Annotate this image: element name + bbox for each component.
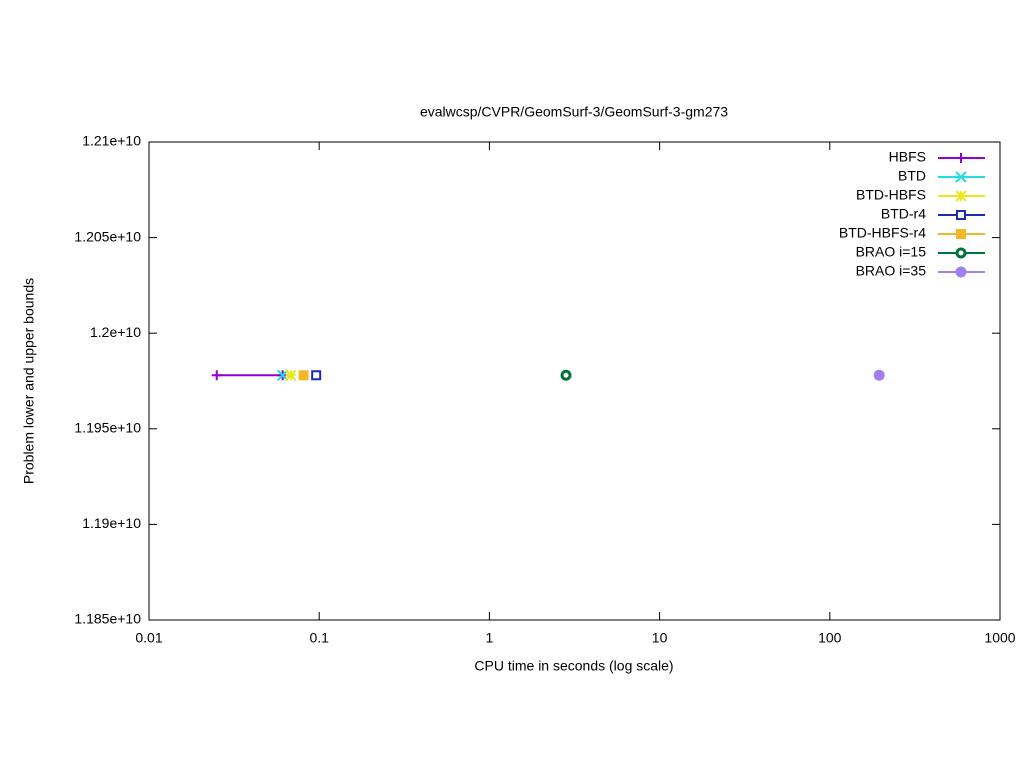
x-axis-label: CPU time in seconds (log scale) <box>474 658 673 674</box>
data-point <box>311 370 322 381</box>
x-tick-label: 0.01 <box>135 630 162 646</box>
x-tick-label: 1000 <box>984 630 1015 646</box>
legend-marker <box>956 210 966 220</box>
y-tick-label: 1.2e+10 <box>90 324 141 340</box>
plot-frame <box>148 141 1001 621</box>
chart-title: evalwcsp/CVPR/GeomSurf-3/GeomSurf-3-gm27… <box>420 104 728 120</box>
data-point <box>211 370 222 381</box>
legend-label: BRAO i=15 <box>856 244 927 260</box>
legend-label: HBFS <box>889 149 926 165</box>
data-point <box>873 369 885 381</box>
legend-marker <box>956 229 966 239</box>
legend-label: BTD <box>898 168 926 184</box>
x-tick-label: 100 <box>818 630 842 646</box>
x-tick-label: 1 <box>486 630 494 646</box>
y-tick-label: 1.195e+10 <box>74 420 141 436</box>
legend-marker <box>956 153 966 163</box>
y-tick-label: 1.185e+10 <box>74 611 141 627</box>
legend-label: BRAO i=35 <box>856 263 927 279</box>
legend-label: BTD-HBFS <box>856 187 926 203</box>
y-axis-label: Problem lower and upper bounds <box>21 278 37 484</box>
legend-marker <box>955 247 967 259</box>
legend-marker <box>955 266 967 278</box>
y-tick-label: 1.21e+10 <box>82 133 141 149</box>
x-tick-label: 0.1 <box>309 630 329 646</box>
data-point <box>560 369 572 381</box>
x-tick-label: 10 <box>652 630 668 646</box>
data-point <box>284 369 297 381</box>
y-tick-label: 1.19e+10 <box>82 515 141 531</box>
y-tick-label: 1.205e+10 <box>74 228 141 244</box>
legend-label: BTD-r4 <box>881 206 926 222</box>
data-point <box>298 370 309 381</box>
legend-marker <box>955 190 967 202</box>
legend-label: BTD-HBFS-r4 <box>839 225 926 241</box>
legend-marker <box>955 171 967 183</box>
